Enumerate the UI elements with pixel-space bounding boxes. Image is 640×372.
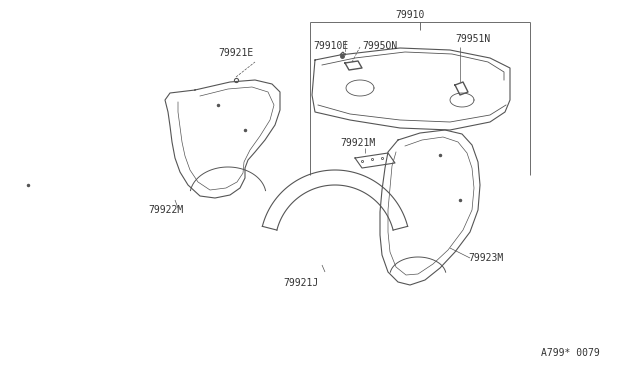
Text: 79910: 79910	[395, 10, 424, 20]
Text: 79951N: 79951N	[455, 34, 490, 44]
Text: 79923M: 79923M	[468, 253, 503, 263]
Text: 79922M: 79922M	[148, 205, 183, 215]
Text: 7995ON: 7995ON	[362, 41, 397, 51]
Text: 79921E: 79921E	[218, 48, 253, 58]
Text: 79921J: 79921J	[283, 278, 318, 288]
Text: A799* 0079: A799* 0079	[541, 348, 600, 358]
Text: 79921M: 79921M	[340, 138, 375, 148]
Text: 79910E: 79910E	[313, 41, 348, 51]
